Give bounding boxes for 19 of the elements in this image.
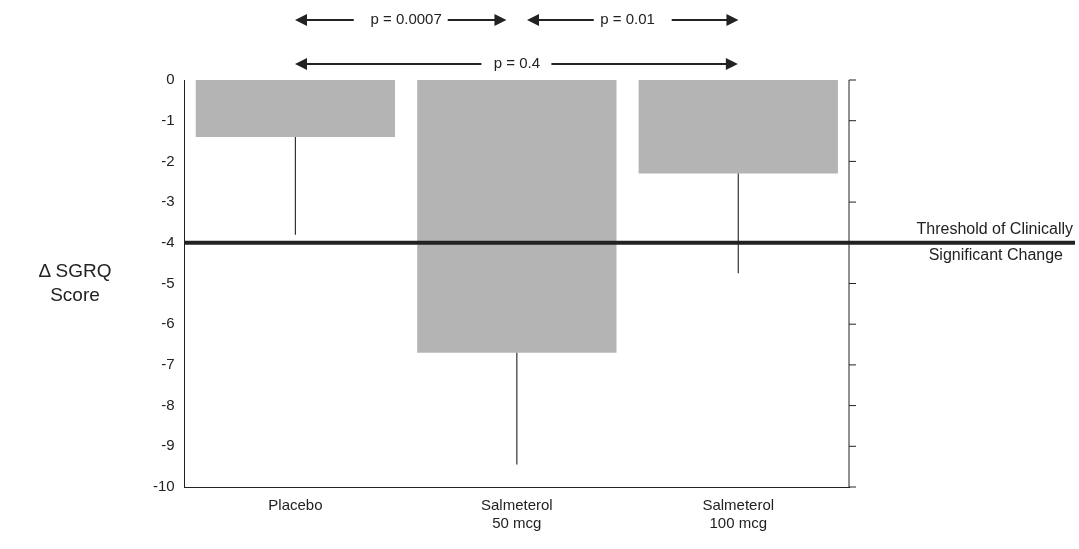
y-tick-label: -7 — [161, 355, 175, 373]
x-tick-label: Salmeterol 50 mcg — [480, 496, 553, 532]
y-tick-label: -1 — [161, 110, 175, 128]
text: p = 0.01 — [600, 10, 655, 28]
y-tick-label: 0 — [166, 70, 175, 88]
text: p = 0.0007 — [370, 10, 442, 28]
y-tick-label: -10 — [152, 477, 175, 495]
text: p = 0.4 — [493, 54, 540, 72]
y-axis-title: Δ SGRQ Score — [38, 259, 112, 305]
y-tick-label: -5 — [161, 273, 175, 291]
y-tick-label: -4 — [161, 232, 175, 250]
ref-line-label: Threshold of Clinically Significant Change — [916, 220, 1073, 264]
y-tick-label: -2 — [161, 151, 175, 169]
y-tick-label: -6 — [161, 314, 175, 332]
y-tick-label: -9 — [161, 436, 175, 454]
x-tick-label: Salmeterol 100 mcg — [702, 496, 775, 532]
y-tick-label: -8 — [161, 395, 175, 413]
x-tick-label: Placebo — [268, 496, 323, 514]
y-tick-label: -3 — [161, 192, 175, 210]
